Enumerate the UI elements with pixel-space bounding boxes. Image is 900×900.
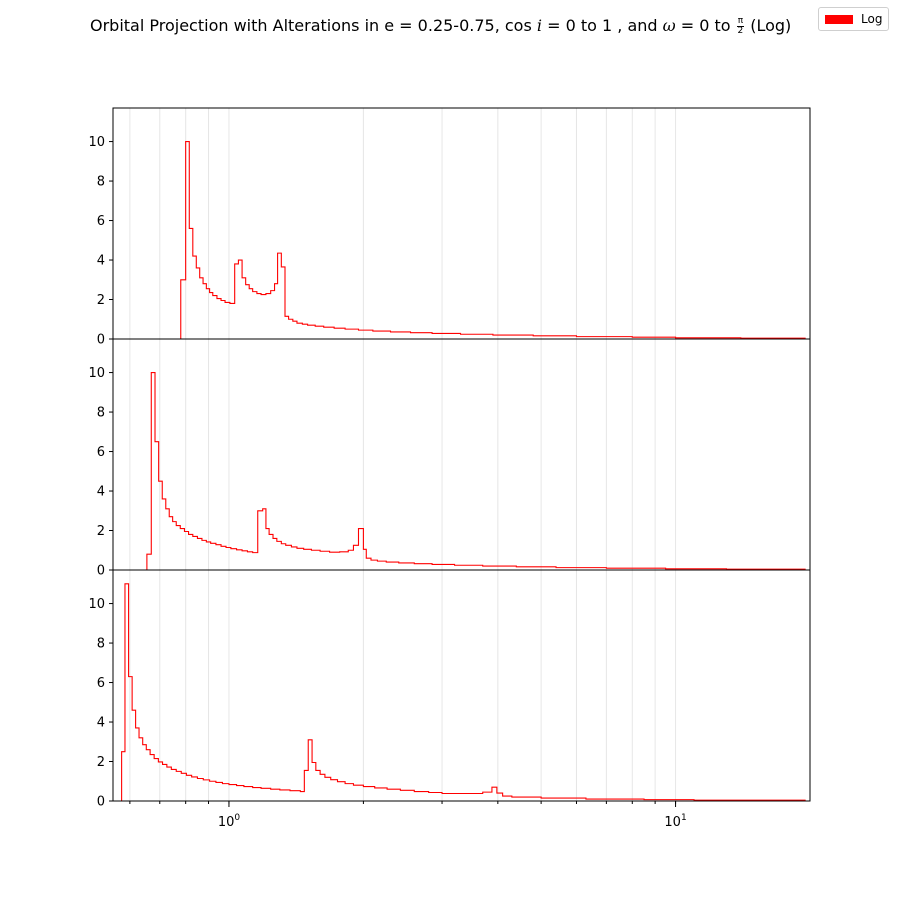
y-tick-label: 2 xyxy=(97,524,105,539)
title-part-2: = 0 to 1 , and xyxy=(542,16,663,35)
histogram-step-line xyxy=(113,141,806,340)
chart-title: Orbital Projection with Alterations in e… xyxy=(90,16,830,36)
y-tick-label: 0 xyxy=(97,795,105,810)
x-tick-label: 101 xyxy=(664,813,686,830)
panel-frame xyxy=(112,338,811,571)
y-tick-label: 10 xyxy=(88,135,105,150)
title-var-i: i xyxy=(536,16,543,35)
y-tick-label: 0 xyxy=(97,333,105,348)
y-tick-label: 6 xyxy=(97,676,105,691)
y-tick-label: 8 xyxy=(97,175,105,190)
legend-label: Log xyxy=(861,12,883,26)
y-tick-label: 4 xyxy=(97,254,105,269)
x-tick-label: 100 xyxy=(218,813,241,830)
histogram-step-line xyxy=(113,372,806,571)
histogram-step-line xyxy=(113,583,806,802)
y-tick-label: 2 xyxy=(97,755,105,770)
title-part-1: Orbital Projection with Alterations in e… xyxy=(90,16,532,35)
title-part-3: = 0 to xyxy=(675,16,736,35)
y-tick-label: 4 xyxy=(97,485,105,500)
panel-frame xyxy=(112,569,811,802)
y-tick-label: 6 xyxy=(97,214,105,229)
title-part-4: (Log) xyxy=(745,16,792,35)
y-tick-label: 4 xyxy=(97,716,105,731)
y-tick-label: 0 xyxy=(97,564,105,579)
title-var-omega: ω xyxy=(662,16,676,35)
panel-frame xyxy=(112,107,811,340)
y-tick-label: 10 xyxy=(88,366,105,381)
y-tick-label: 6 xyxy=(97,445,105,460)
legend-swatch xyxy=(825,14,853,24)
y-tick-label: 2 xyxy=(97,293,105,308)
title-fraction-denominator: 2 xyxy=(737,26,744,36)
y-tick-label: 10 xyxy=(88,597,105,612)
legend: Log xyxy=(818,7,890,31)
y-tick-label: 8 xyxy=(97,406,105,421)
title-fraction-numerator: π xyxy=(736,16,745,27)
y-tick-label: 8 xyxy=(97,637,105,652)
